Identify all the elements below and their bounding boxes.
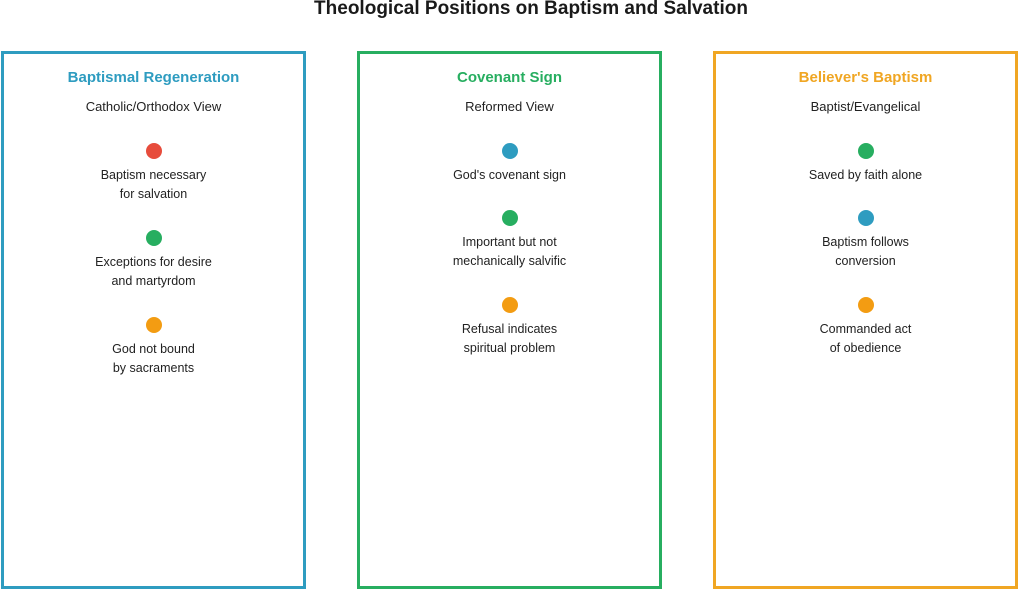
position-point: Important but not mechanically salvific — [360, 210, 659, 280]
column-heading: Baptismal Regeneration — [67, 69, 240, 86]
point-text: Commanded act of obedience — [819, 322, 912, 355]
point-text: God's covenant sign — [453, 168, 566, 182]
column-covenant-sign: Covenant Sign Reformed View God's covena… — [357, 51, 662, 589]
red-circle-icon — [145, 143, 162, 159]
position-point: God's covenant sign — [360, 143, 659, 213]
green-circle-icon — [501, 210, 518, 226]
blue-circle-icon — [501, 143, 518, 159]
point-text: Baptism follows conversion — [822, 235, 909, 268]
column-subheading: Baptist/Evangelical — [810, 99, 921, 114]
point-text: Important but not mechanically salvific — [452, 235, 567, 268]
page-title: Theological Positions on Baptism and Sal… — [314, 0, 748, 19]
position-point: Exceptions for desire and martyrdom — [4, 230, 303, 300]
orange-circle-icon — [857, 297, 874, 313]
position-point: Baptism necessary for salvation — [4, 143, 303, 213]
position-point: God not bound by sacraments — [4, 317, 303, 387]
point-text: Exceptions for desire and martyrdom — [95, 255, 212, 288]
blue-circle-icon — [857, 210, 874, 226]
position-point: Commanded act of obedience — [716, 297, 1015, 367]
column-believers-baptism: Believer's Baptism Baptist/Evangelical S… — [713, 51, 1018, 589]
green-circle-icon — [857, 143, 874, 159]
orange-circle-icon — [501, 297, 518, 313]
position-point: Baptism follows conversion — [716, 210, 1015, 280]
position-point: Saved by faith alone — [716, 143, 1015, 213]
point-text: Baptism necessary for salvation — [100, 168, 207, 201]
green-circle-icon — [145, 230, 162, 246]
point-text: God not bound by sacraments — [112, 342, 195, 375]
column-baptismal-regeneration: Baptismal Regeneration Catholic/Orthodox… — [1, 51, 306, 589]
orange-circle-icon — [145, 317, 162, 333]
position-point: Refusal indicates spiritual problem — [360, 297, 659, 367]
column-subheading: Catholic/Orthodox View — [85, 99, 222, 114]
column-heading: Covenant Sign — [456, 69, 562, 86]
point-text: Refusal indicates spiritual problem — [461, 322, 558, 355]
column-subheading: Reformed View — [465, 99, 554, 114]
point-text: Saved by faith alone — [808, 168, 923, 182]
column-heading: Believer's Baptism — [798, 69, 933, 86]
